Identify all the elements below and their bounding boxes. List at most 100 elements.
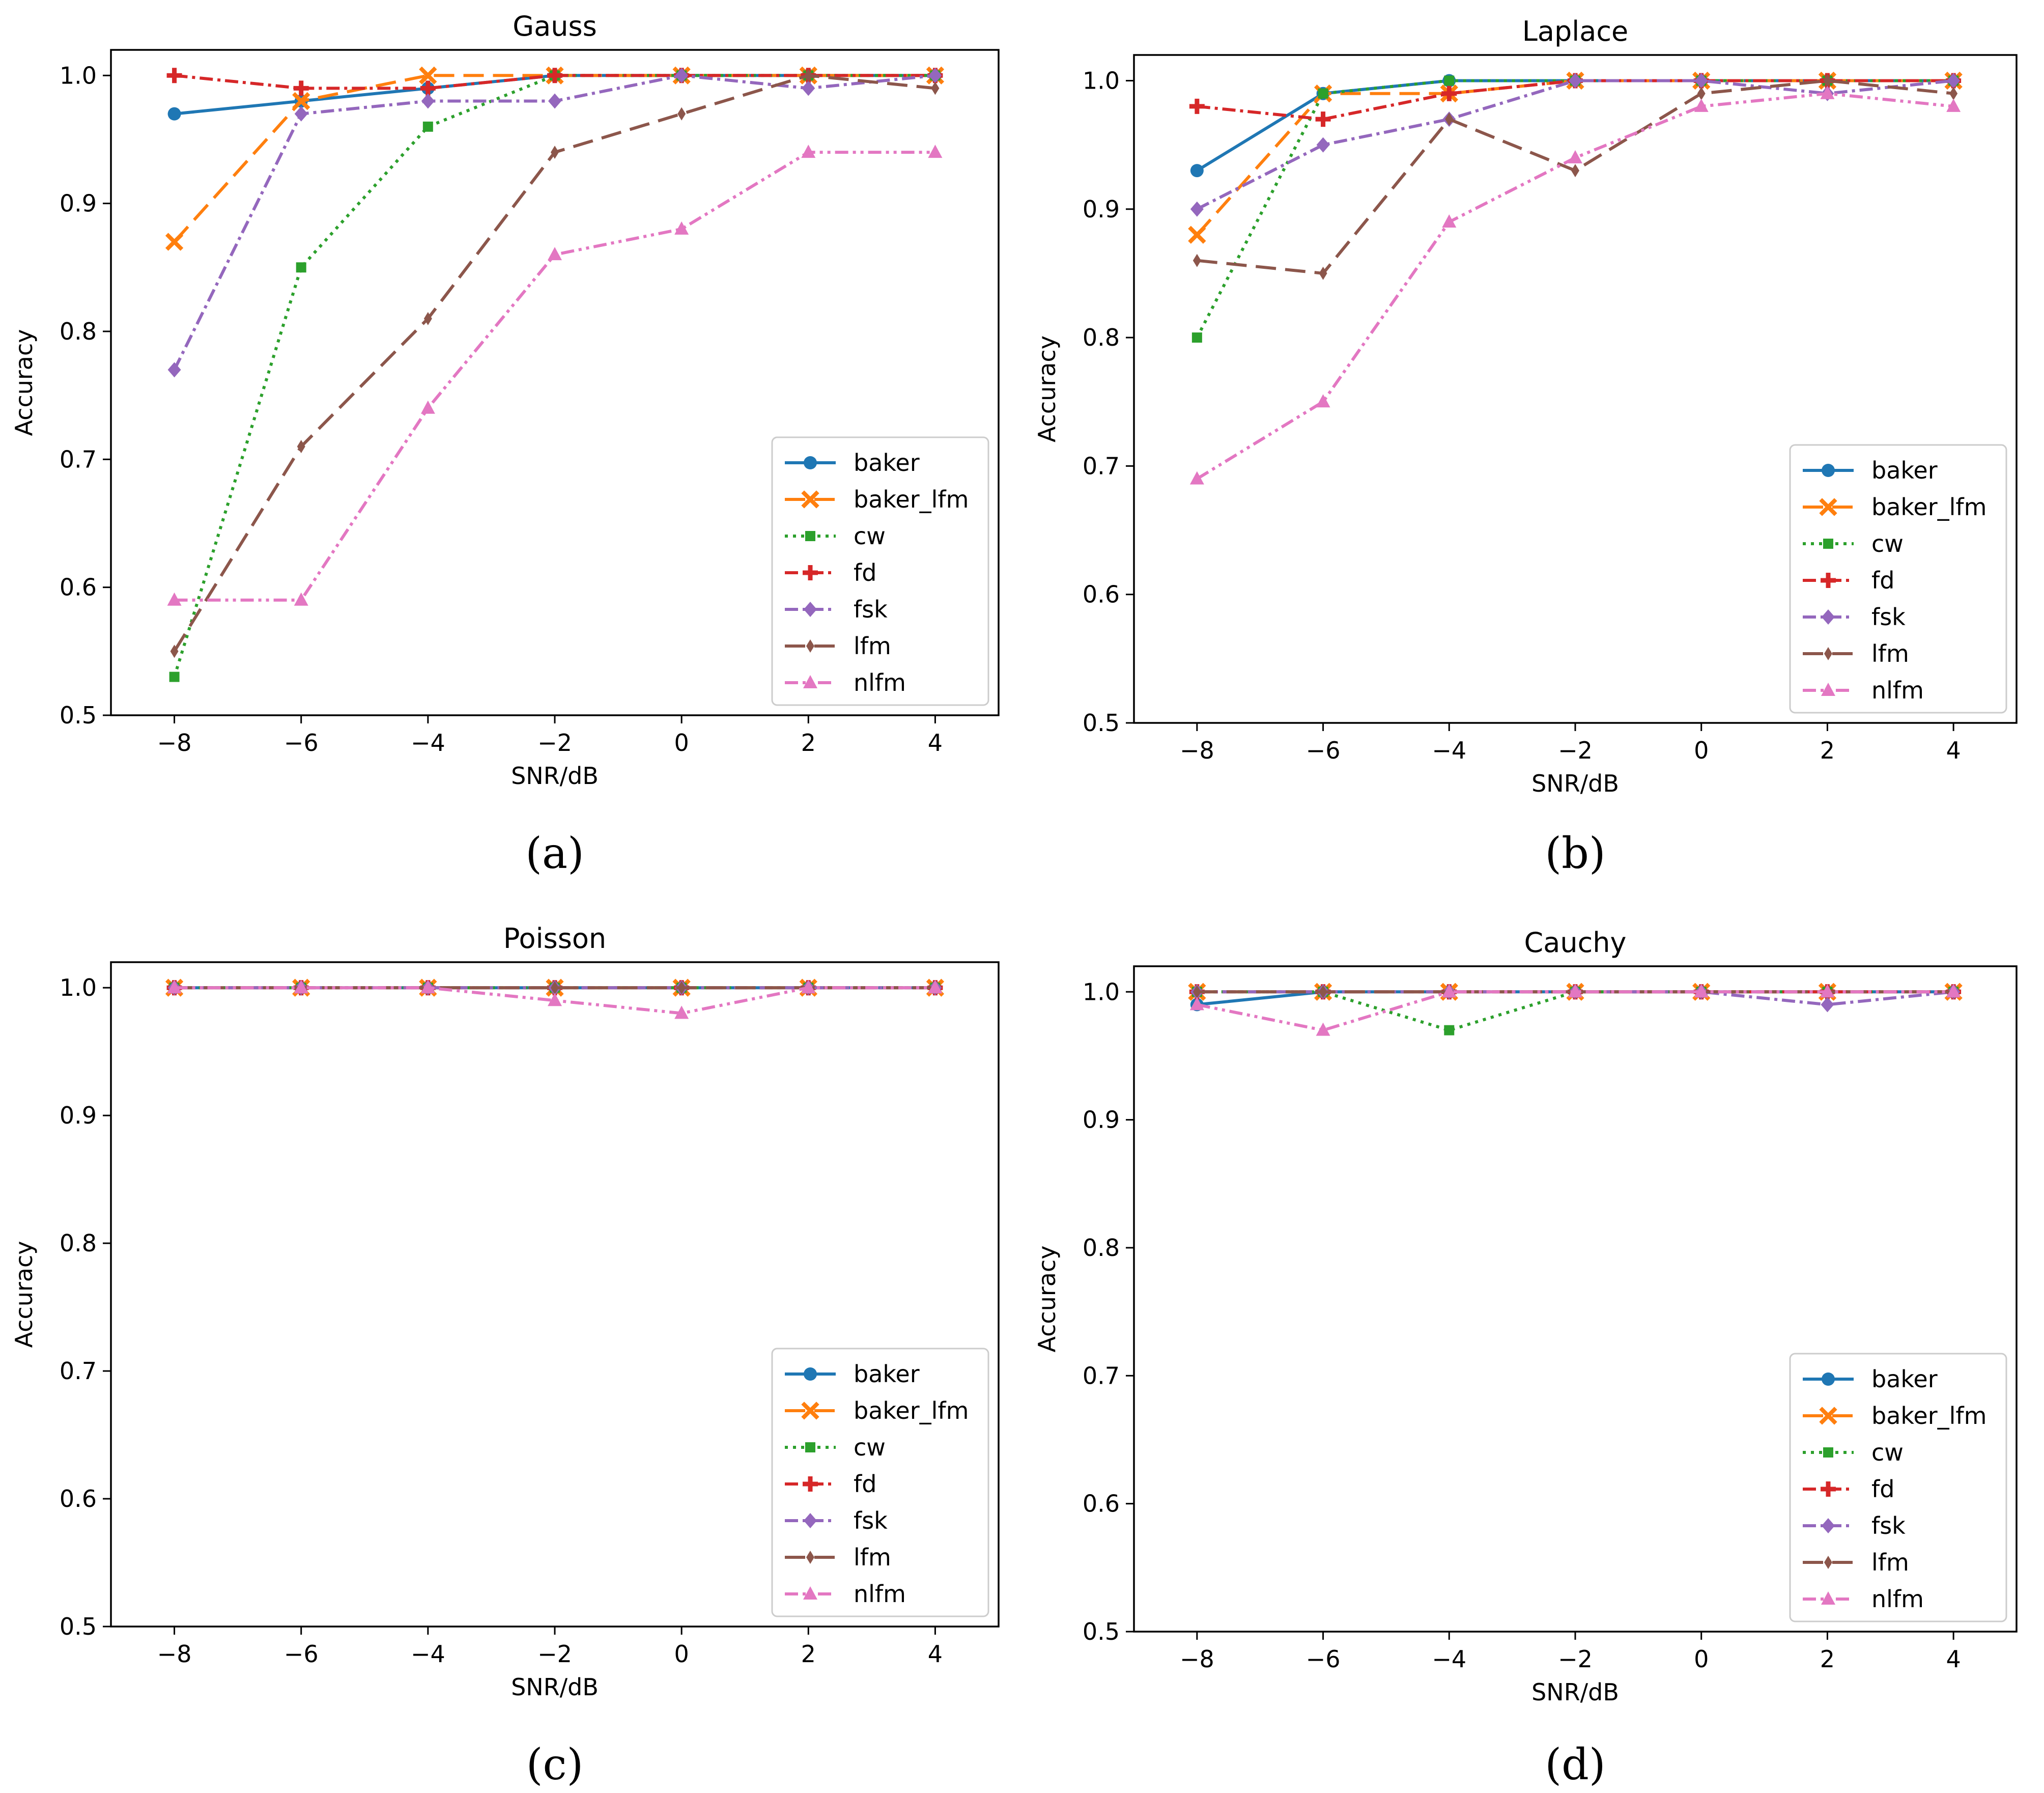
legend-label-nlfm: nlfm xyxy=(854,669,906,696)
data-point-nlfm xyxy=(548,247,562,261)
data-point-fsk xyxy=(1190,201,1204,217)
legend-label-baker_lfm: baker_lfm xyxy=(1871,493,1986,521)
data-point-lfm xyxy=(1319,266,1327,280)
legend-label-lfm: lfm xyxy=(854,1544,891,1571)
legend-marker-lfm xyxy=(806,639,814,653)
legend-marker-fd xyxy=(803,1476,818,1492)
legend-label-lfm: lfm xyxy=(1871,1549,1909,1576)
data-point-cw xyxy=(1191,332,1202,343)
chart-panel-2: Poisson −8 −6 −4 −2 0 2 4 0.5 0.6 0.7 0.8 0.9 1.0 SNR/… xyxy=(10,922,1000,1789)
data-point-nlfm xyxy=(1189,997,1204,1011)
legend-marker-fd xyxy=(803,565,818,580)
x-tick-label: −4 xyxy=(411,1640,445,1668)
x-tick-label: 4 xyxy=(928,1640,943,1668)
data-point-lfm xyxy=(1697,87,1706,100)
series-line-fsk xyxy=(173,74,935,371)
x-tick-label: 4 xyxy=(928,729,943,757)
legend-marker-baker_lfm xyxy=(1819,498,1837,516)
legend-box xyxy=(1789,444,2007,714)
data-point-lfm xyxy=(804,69,813,82)
data-point-nlfm xyxy=(294,980,308,994)
x-tick-label: −8 xyxy=(157,729,192,757)
data-point-fsk xyxy=(1821,997,1834,1013)
data-point-fsk xyxy=(548,93,561,109)
x-tick-label: −4 xyxy=(1432,737,1466,764)
data-point-nlfm xyxy=(1694,98,1709,112)
data-point-cw xyxy=(296,262,306,273)
x-tick-label: 4 xyxy=(1946,737,1961,764)
legend-label-baker: baker xyxy=(854,1360,920,1388)
x-tick-label: −4 xyxy=(1432,1645,1466,1673)
legend-label-cw: cw xyxy=(1871,1439,1904,1466)
data-point-nlfm xyxy=(1316,394,1330,408)
x-axis-label: SNR/dB xyxy=(1531,1678,1619,1706)
legend-marker-baker_lfm xyxy=(1819,1407,1837,1425)
y-tick-label: 0.5 xyxy=(1083,709,1120,737)
legend-label-baker_lfm: baker_lfm xyxy=(1871,1402,1986,1430)
data-point-cw xyxy=(1318,88,1328,99)
data-point-fd xyxy=(420,80,436,96)
plot-area xyxy=(165,978,945,1019)
y-tick-label: 1.0 xyxy=(60,62,97,89)
legend-box xyxy=(771,436,989,706)
data-point-nlfm xyxy=(1946,984,1961,998)
x-axis-label: SNR/dB xyxy=(511,1673,599,1701)
legend-marker-lfm xyxy=(806,1551,814,1564)
x-tick-label: −4 xyxy=(411,729,445,757)
legend-label-baker: baker xyxy=(1871,457,1938,484)
data-point-nlfm xyxy=(674,221,689,235)
data-point-lfm xyxy=(931,81,940,95)
legend-marker-nlfm xyxy=(803,675,817,688)
data-point-nlfm xyxy=(167,980,182,994)
panel-caption: (b) xyxy=(1545,828,1605,878)
data-point-nlfm xyxy=(167,592,182,606)
data-point-fsk xyxy=(294,106,308,122)
data-point-nlfm xyxy=(1316,1022,1330,1036)
data-point-lfm xyxy=(1319,985,1327,999)
legend-label-fd: fd xyxy=(1871,567,1894,594)
legend-marker-cw xyxy=(1823,539,1833,549)
data-point-lfm xyxy=(1823,74,1832,88)
data-point-lfm xyxy=(1949,87,1958,100)
legend-label-fsk: fsk xyxy=(854,596,888,623)
data-point-nlfm xyxy=(420,980,435,994)
y-tick-label: 0.7 xyxy=(1083,452,1120,480)
legend-label-baker: baker xyxy=(1871,1365,1938,1393)
legend-box xyxy=(771,1348,989,1617)
x-tick-label: −2 xyxy=(1558,737,1593,764)
data-point-cw xyxy=(422,121,433,132)
data-point-nlfm xyxy=(1820,984,1835,998)
data-point-nlfm xyxy=(1442,984,1457,998)
y-axis-label: Accuracy xyxy=(1033,1245,1061,1352)
data-point-nlfm xyxy=(801,980,816,994)
legend-marker-cw xyxy=(1823,1447,1833,1458)
legend-marker-baker xyxy=(1822,464,1835,477)
legend-marker-nlfm xyxy=(1821,683,1835,696)
data-point-nlfm xyxy=(928,980,943,994)
data-point-lfm xyxy=(1193,985,1201,999)
y-axis-label: Accuracy xyxy=(10,329,38,436)
y-tick-label: 0.6 xyxy=(60,1485,97,1512)
x-tick-label: −8 xyxy=(1180,1645,1214,1673)
panel-caption: (a) xyxy=(525,828,584,878)
legend-marker-fsk xyxy=(804,1513,817,1528)
y-tick-label: 0.7 xyxy=(60,1357,97,1385)
data-point-fd xyxy=(547,68,562,83)
data-point-lfm xyxy=(551,146,559,159)
x-tick-label: −6 xyxy=(284,1640,319,1668)
data-point-baker_lfm xyxy=(292,92,310,110)
legend-marker-nlfm xyxy=(1821,1591,1835,1605)
x-tick-label: 4 xyxy=(1946,1645,1961,1673)
data-point-lfm xyxy=(297,440,305,454)
legend-marker-fsk xyxy=(1822,1518,1835,1533)
y-tick-label: 0.9 xyxy=(1083,195,1120,223)
plot-area xyxy=(1188,983,1963,1036)
legend-marker-nlfm xyxy=(803,1586,817,1600)
legend-marker-cw xyxy=(805,531,815,541)
x-tick-label: 2 xyxy=(801,729,816,757)
data-point-nlfm xyxy=(928,145,943,158)
legend-label-baker_lfm: baker_lfm xyxy=(854,486,969,513)
legend-marker-cw xyxy=(805,1442,815,1452)
